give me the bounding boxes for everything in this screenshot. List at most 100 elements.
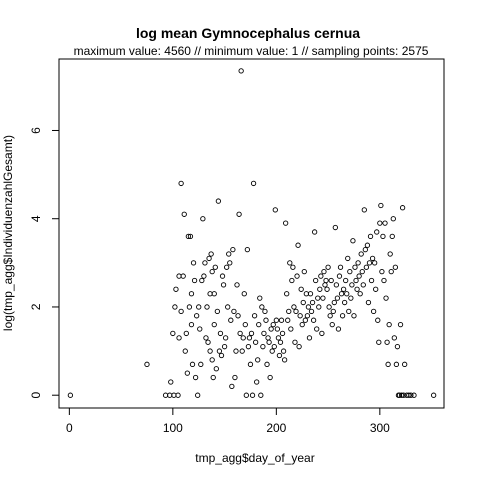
data-point [411,392,417,398]
data-point [288,326,294,332]
data-point [250,180,257,187]
data-point [397,321,404,328]
data-point [216,348,223,354]
data-point [186,304,193,310]
data-point [325,264,331,270]
data-point [220,282,227,288]
data-point [263,317,269,323]
y-tick-label: 2 [29,303,43,310]
data-point [386,321,392,328]
y-axis-label: log(tmp_agg$IndividuenzahlGesamt) [1,135,15,331]
data-point [339,313,346,319]
y-tick-label: 4 [29,215,43,222]
data-point [374,229,380,235]
data-point [215,198,222,204]
data-point [317,286,323,292]
data-point [172,304,178,310]
data-point [178,180,184,187]
data-point [402,361,408,367]
data-point [246,335,253,341]
data-point [276,352,283,359]
data-point [188,321,195,328]
data-point [381,277,387,284]
data-point [393,361,400,367]
data-point [367,233,374,240]
data-point [319,330,325,337]
data-point [201,273,207,279]
points-layer [67,68,437,398]
data-point [337,264,344,270]
data-point [265,335,271,341]
data-point [184,370,190,376]
data-point [302,317,308,323]
data-point [236,211,242,217]
data-point [221,344,228,350]
data-point [268,326,274,332]
data-point [385,361,391,367]
data-point [217,330,224,337]
data-point [377,220,383,226]
data-point [284,291,290,297]
data-point [382,220,388,226]
data-point [345,255,351,262]
data-point [225,304,231,310]
data-point [318,273,324,279]
data-point [168,379,174,385]
data-point [355,260,361,266]
data-point [291,304,297,310]
data-point [238,68,244,74]
data-point [200,216,206,222]
data-point [354,286,360,292]
y-tick-label: 0 [29,392,43,399]
data-point [366,260,373,266]
data-point [144,361,150,367]
data-point [203,335,209,341]
data-point [242,321,248,328]
x-tick-label: 0 [66,421,73,435]
data-point [290,264,296,270]
data-point [389,233,395,240]
data-point [361,207,367,213]
data-point [306,335,313,341]
data-point [370,308,377,315]
data-point [387,251,393,257]
data-point [350,238,356,244]
data-point [373,286,379,292]
data-point [322,282,328,288]
data-point [376,339,382,345]
data-point [406,392,412,398]
data-point [210,374,216,381]
data-point [183,330,189,337]
data-point [264,361,270,367]
data-point [388,269,394,275]
data-point [176,335,182,341]
data-point [344,291,350,297]
data-point [360,282,366,288]
data-point [380,233,386,240]
data-point [378,202,384,209]
data-point [255,357,261,363]
data-point [293,308,299,315]
data-point [280,348,287,354]
data-point [218,352,225,359]
data-point [267,374,273,381]
chart-title: log mean Gymnocephalus cernua [136,25,360,41]
data-point [311,229,318,235]
data-point [379,269,385,275]
data-point [67,392,74,398]
data-point [408,392,414,398]
data-point [209,357,215,363]
data-point [275,335,282,341]
data-point [295,242,301,248]
data-point [234,282,240,288]
data-point [222,335,229,341]
data-point [182,348,188,354]
data-point [331,299,337,306]
data-point [398,392,405,398]
data-point [287,260,293,266]
data-point [332,224,338,231]
data-point [199,277,205,284]
data-point [245,344,252,350]
data-point [230,246,236,253]
